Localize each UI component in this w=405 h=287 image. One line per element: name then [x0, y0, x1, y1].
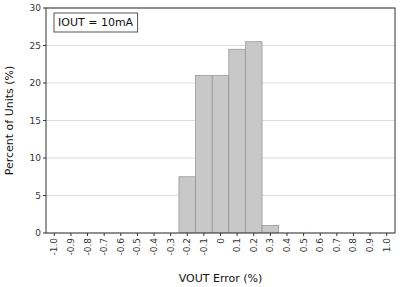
y-tick-label: 20	[30, 78, 42, 88]
x-tick-label: 1.0	[382, 238, 392, 253]
grid	[46, 8, 395, 233]
y-tick	[43, 158, 46, 159]
y-axis: 0 5 10 15 20 25 30	[30, 3, 46, 238]
x-tick-label: -0.2	[182, 238, 192, 256]
x-axis: -1.0 -0.9 -0.8 -0.7 -0.6 -0.5 -0.4 -0.3 -0.2 -0.1…	[49, 233, 391, 256]
x-tick	[320, 233, 321, 236]
x-tick	[170, 233, 171, 236]
annotation: IOUT = 10mA	[54, 13, 138, 32]
x-tick-label: -0.7	[99, 238, 109, 256]
x-tick-label: 0.3	[265, 238, 275, 252]
x-tick	[104, 233, 105, 236]
y-tick-label: 0	[35, 228, 41, 238]
y-tick-label: 5	[35, 191, 41, 201]
bar	[212, 76, 229, 234]
y-tick	[43, 8, 46, 9]
y-tick-label: 15	[30, 116, 41, 126]
plot-frame	[46, 8, 395, 233]
x-tick-label: -0.4	[149, 238, 159, 256]
y-tick-label: 25	[30, 41, 41, 51]
x-tick	[220, 233, 221, 236]
x-tick-label: -1.0	[49, 238, 59, 256]
x-tick-label: 0.4	[282, 238, 292, 253]
x-tick	[237, 233, 238, 236]
bar	[179, 177, 196, 233]
bar	[262, 226, 279, 234]
x-tick-label: -0.5	[132, 238, 142, 256]
y-tick	[43, 83, 46, 84]
bar	[229, 49, 246, 233]
y-tick	[43, 195, 46, 196]
x-tick	[336, 233, 337, 236]
x-tick	[286, 233, 287, 236]
x-tick-label: -0.1	[199, 238, 209, 256]
x-tick-label: 0.6	[315, 238, 325, 253]
y-tick-label: 30	[30, 3, 42, 13]
x-tick-label: 0.9	[365, 238, 375, 253]
y-tick	[43, 120, 46, 121]
x-tick-label: 0.5	[299, 238, 309, 252]
x-tick	[203, 233, 204, 236]
x-axis-label: VOUT Error (%)	[179, 272, 263, 285]
y-tick	[43, 45, 46, 46]
x-tick	[187, 233, 188, 236]
chart: -1.0 -0.9 -0.8 -0.7 -0.6 -0.5 -0.4 -0.3 -0.2 -0.1…	[0, 0, 405, 287]
bar	[245, 42, 262, 233]
bars	[179, 42, 279, 233]
x-tick	[270, 233, 271, 236]
x-tick-label: 0.2	[249, 238, 259, 252]
x-tick	[253, 233, 254, 236]
x-tick	[87, 233, 88, 236]
x-tick-label: 0.8	[348, 238, 358, 253]
x-tick-label: 0	[216, 238, 226, 244]
x-tick	[154, 233, 155, 236]
grid-line	[46, 45, 395, 46]
y-axis-label: Percent of Units (%)	[3, 66, 16, 176]
x-tick	[137, 233, 138, 236]
x-tick-label: -0.8	[83, 238, 93, 256]
y-tick	[43, 233, 46, 234]
x-tick-label: -0.3	[166, 238, 176, 256]
x-tick-label: 0.7	[332, 238, 342, 252]
annotation-text: IOUT = 10mA	[58, 16, 134, 29]
x-tick	[70, 233, 71, 236]
x-tick	[386, 233, 387, 236]
x-tick	[120, 233, 121, 236]
y-tick-label: 10	[30, 153, 42, 163]
x-tick	[54, 233, 55, 236]
x-tick	[303, 233, 304, 236]
annotation-box	[54, 13, 138, 32]
bar	[196, 76, 213, 234]
x-tick-label: 0.1	[232, 238, 242, 252]
x-tick-label: -0.6	[116, 238, 126, 256]
x-tick-label: -0.9	[66, 238, 76, 256]
x-tick	[370, 233, 371, 236]
x-tick	[353, 233, 354, 236]
